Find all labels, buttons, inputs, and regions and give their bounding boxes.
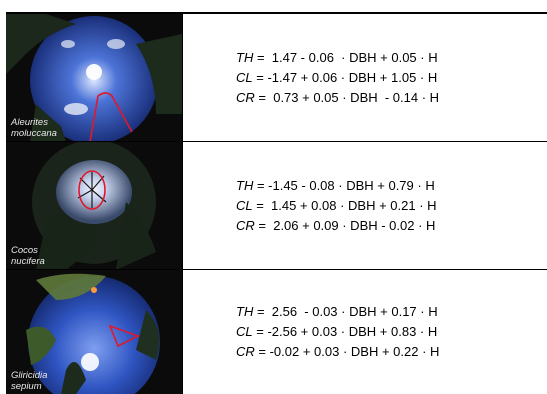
- equation-lhs: CL: [236, 69, 253, 85]
- fisheye-canopy-image: [6, 14, 182, 141]
- equation-lhs: CL: [236, 197, 253, 213]
- equation-rhs: = 1.47 - 0.06 · DBH + 0.05 · H: [253, 49, 438, 65]
- species-genus: Aleurites: [11, 117, 48, 128]
- equation-lhs: TH: [236, 49, 254, 65]
- equation-lhs: TH: [236, 304, 254, 319]
- equation-cell: TH = -1.45 - 0.08 · DBH + 0.79 · H CL = …: [182, 142, 547, 269]
- fisheye-canopy-image: [6, 270, 182, 394]
- equation-rhs: = 2.56 - 0.03 · DBH + 0.17 · H: [253, 304, 438, 319]
- equation-rhs: = -0.02 + 0.03 · DBH + 0.22 · H: [254, 344, 440, 359]
- equation-rhs: = -2.56 + 0.03 · DBH + 0.83 · H: [252, 324, 438, 339]
- equation-cl: CL = -2.56 + 0.03 · DBH + 0.83 · H: [236, 322, 547, 342]
- species-genus: Gliricidia: [11, 370, 48, 381]
- equation-rhs: = 2.06 + 0.09 · DBH - 0.02 · H: [254, 217, 436, 233]
- equation-lhs: CR: [236, 89, 255, 105]
- species-genus: Cocos: [11, 245, 38, 256]
- equation-lhs: CL: [236, 324, 253, 339]
- equation-rhs: = -1.45 - 0.08 · DBH + 0.79 · H: [253, 177, 435, 193]
- table-top-rule: [6, 12, 547, 14]
- equation-cl: CL = 1.45 + 0.08 · DBH + 0.21 · H: [236, 196, 547, 216]
- equation-cr: CR = 0.73 + 0.05 · DBH - 0.14 · H: [236, 88, 547, 108]
- equation-rhs: = -1.47 + 0.06 · DBH + 1.05 · H: [252, 69, 438, 85]
- equation-th: TH = -1.45 - 0.08 · DBH + 0.79 · H: [236, 176, 547, 196]
- equation-cr: CR = -0.02 + 0.03 · DBH + 0.22 · H: [236, 342, 547, 362]
- fisheye-canopy-image: [6, 142, 182, 269]
- hemispherical-photo-aleurites: Aleurites moluccana: [6, 14, 183, 141]
- species-epithet: nucifera: [11, 255, 45, 267]
- equation-cl: CL = -1.47 + 0.06 · DBH + 1.05 · H: [236, 68, 547, 88]
- equation-cr: CR = 2.06 + 0.09 · DBH - 0.02 · H: [236, 216, 547, 236]
- species-label: Cocos nucifera: [11, 245, 45, 267]
- equation-rhs: = 0.73 + 0.05 · DBH - 0.14 · H: [254, 89, 440, 105]
- table-row-cocos: Cocos nucifera TH = -1.45 - 0.08 · DBH +…: [6, 142, 547, 270]
- hemispherical-photo-cocos: Cocos nucifera: [6, 142, 183, 269]
- table-row-gliricidia: Gliricidia sepium TH = 2.56 - 0.03 · DBH…: [6, 270, 547, 394]
- species-epithet: sepium: [11, 380, 42, 392]
- species-epithet: moluccana: [11, 127, 57, 139]
- equation-rhs: = 1.45 + 0.08 · DBH + 0.21 · H: [252, 197, 437, 213]
- species-label: Aleurites moluccana: [11, 117, 57, 139]
- equation-lhs: CR: [236, 217, 255, 233]
- equation-th: TH = 1.47 - 0.06 · DBH + 0.05 · H: [236, 48, 547, 68]
- hemispherical-photo-gliricidia: Gliricidia sepium: [6, 270, 183, 394]
- equation-lhs: TH: [236, 177, 254, 193]
- table-row-aleurites: Aleurites moluccana TH = 1.47 - 0.06 · D…: [6, 14, 547, 142]
- species-label: Gliricidia sepium: [11, 370, 48, 392]
- equation-lhs: CR: [236, 344, 255, 359]
- equation-cell: TH = 2.56 - 0.03 · DBH + 0.17 · H CL = -…: [182, 270, 547, 394]
- equation-th: TH = 2.56 - 0.03 · DBH + 0.17 · H: [236, 302, 547, 322]
- equation-cell: TH = 1.47 - 0.06 · DBH + 0.05 · H CL = -…: [182, 14, 547, 141]
